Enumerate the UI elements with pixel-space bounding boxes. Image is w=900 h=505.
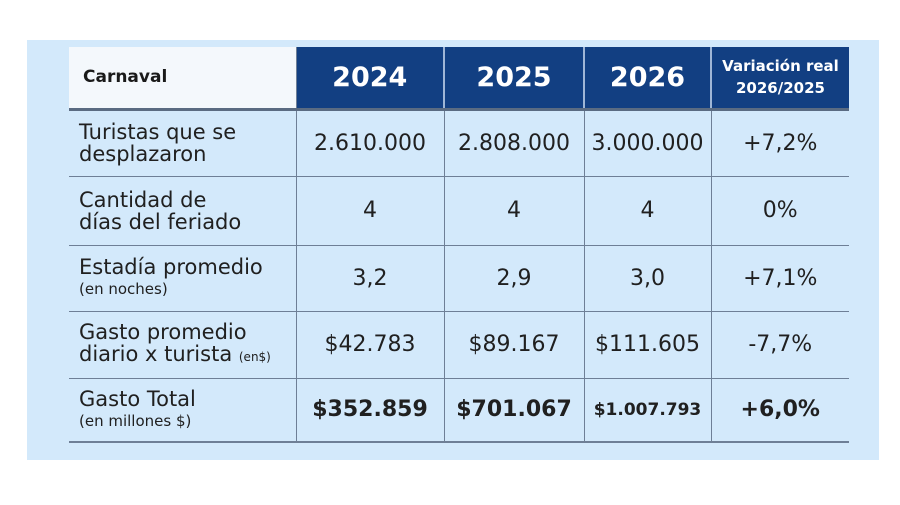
cell-gasto-promedio-2024: $42.783 (296, 311, 445, 379)
cell-dias-2025: 4 (444, 176, 585, 246)
header-variation-line1: Variación real (722, 57, 839, 76)
header-variation-line2: 2026/2025 (736, 79, 825, 98)
header-year-2026: 2026 (584, 47, 712, 111)
cell-gasto-promedio-2025: $89.167 (444, 311, 585, 379)
cell-estadia-variation: +7,1% (711, 245, 849, 312)
cell-dias-2026: 4 (584, 176, 712, 246)
table-row: Gasto Total (en millones $) $352.859 $70… (69, 378, 849, 443)
table-row: Estadía promedio (en noches) 3,2 2,9 3,0… (69, 245, 849, 312)
row-label-suffix: (en$) (238, 350, 271, 364)
cell-turistas-2024: 2.610.000 (296, 109, 445, 177)
cell-turistas-2025: 2.808.000 (444, 109, 585, 177)
row-label-line1: Cantidad de (79, 187, 207, 212)
cell-gasto-promedio-variation: -7,7% (711, 311, 849, 379)
row-label-line2: diario x turista (79, 342, 233, 366)
header-carnaval: Carnaval (69, 47, 297, 111)
row-label-line1: Turistas que se (79, 120, 237, 144)
table-row: Gasto promedio diario x turista (en$) $4… (69, 311, 849, 379)
carnaval-table: Carnaval 2024 2025 2026 Variación real 2… (69, 47, 849, 443)
cell-turistas-2026: 3.000.000 (584, 109, 712, 177)
table-row: Cantidad de días del feriado 4 4 4 0% (69, 176, 849, 246)
row-label-line2: desplazaron (79, 142, 207, 166)
header-variation: Variación real 2026/2025 (711, 47, 849, 111)
cell-dias-2024: 4 (296, 176, 445, 246)
row-label-gasto-promedio: Gasto promedio diario x turista (en$) (69, 311, 297, 379)
cell-gasto-total-variation: +6,0% (711, 378, 849, 443)
row-label-line2-wrap: diario x turista (en$) (79, 343, 296, 368)
row-label-line2: días del feriado (79, 209, 242, 234)
cell-estadia-2026: 3,0 (584, 245, 712, 312)
row-label-turistas: Turistas que se desplazaron (69, 109, 297, 177)
row-label-line2: (en noches) (79, 280, 168, 298)
cell-gasto-total-2026: $1.007.793 (584, 378, 712, 443)
row-label-dias: Cantidad de días del feriado (69, 176, 297, 246)
row-label-estadia: Estadía promedio (en noches) (69, 245, 297, 312)
row-label-line1: Estadía promedio (79, 255, 263, 279)
cell-estadia-2024: 3,2 (296, 245, 445, 312)
header-year-2024: 2024 (296, 47, 445, 111)
cell-turistas-variation: +7,2% (711, 109, 849, 177)
row-label-gasto-total: Gasto Total (en millones $) (69, 378, 297, 443)
cell-gasto-promedio-2026: $111.605 (584, 311, 712, 379)
cell-dias-variation: 0% (711, 176, 849, 246)
table-header-row: Carnaval 2024 2025 2026 Variación real 2… (69, 47, 849, 111)
row-label-line1: Gasto promedio (79, 320, 247, 344)
row-label-line2: (en millones $) (79, 411, 192, 430)
header-year-2025: 2025 (444, 47, 585, 111)
table-row: Turistas que se desplazaron 2.610.000 2.… (69, 109, 849, 177)
row-label-line1: Gasto Total (79, 386, 196, 411)
cell-gasto-total-2024: $352.859 (296, 378, 445, 443)
cell-gasto-total-2025: $701.067 (444, 378, 585, 443)
cell-estadia-2025: 2,9 (444, 245, 585, 312)
